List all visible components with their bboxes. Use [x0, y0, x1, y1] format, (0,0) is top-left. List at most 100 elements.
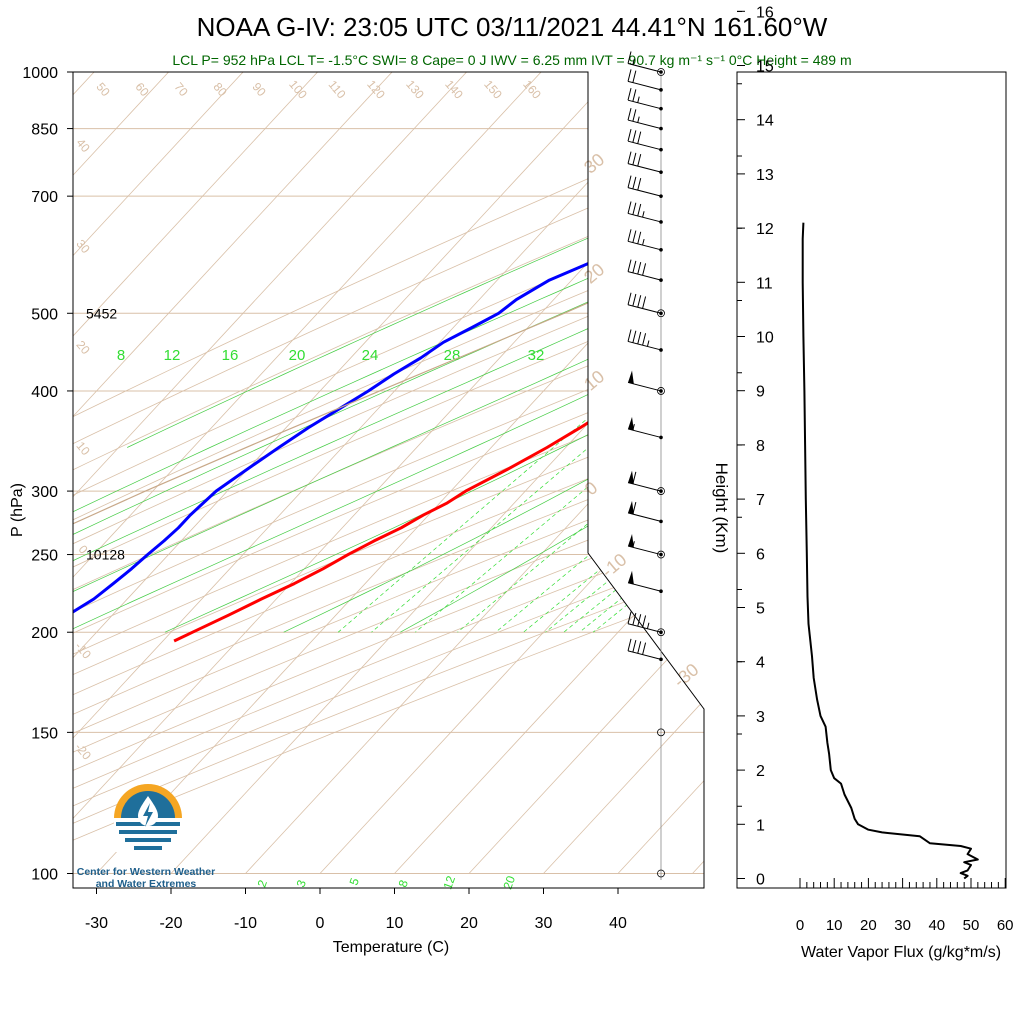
wind-barb-feather [642, 296, 647, 309]
mixing-ratio-label: 5 [347, 876, 363, 887]
isotherm-label: 50 [93, 80, 113, 99]
dry-adiabat-line [73, 72, 704, 874]
wind-barb-feather [627, 329, 632, 342]
wind-barb-flag [628, 470, 634, 485]
y-tick-label: 400 [31, 384, 58, 401]
wind-barb-feather [632, 502, 637, 515]
wind-barb-dot [659, 126, 663, 131]
dry-adiabat-line [73, 72, 704, 874]
mixing-ratio-label: 8 [396, 878, 412, 889]
wind-barb-dot [659, 348, 663, 352]
skewt-series-group [73, 72, 704, 874]
wind-barb-dot [659, 630, 663, 635]
y-tick-label: 100 [31, 867, 58, 884]
barb-level-circle [657, 869, 665, 878]
wind-barb-feather [642, 642, 647, 655]
wind-barb-feather [627, 107, 632, 121]
flux-y-tick-label: 13 [756, 167, 774, 184]
mixing-ratio-label: 16 [222, 347, 239, 364]
wind-barb-half-feather [637, 116, 640, 123]
logo-caption: Center for Western Weather and Water Ext… [66, 866, 226, 890]
flux-y-axis-label: Height (Km) [712, 463, 731, 554]
moist-adiabat-line [73, 72, 704, 600]
isotherm-label: -10 [72, 639, 94, 662]
wind-barb-half-feather [632, 58, 635, 65]
flux-x-tick-label: 30 [894, 917, 911, 934]
wind-barb-dot [659, 435, 663, 440]
logo-caption-line2: and Water Extremes [95, 878, 197, 890]
isotherm-line [245, 72, 704, 874]
flux-y-tick-label: 6 [756, 546, 765, 563]
edge-label: -10 [598, 549, 631, 581]
wind-barbs [627, 51, 665, 880]
barb-level-circle [657, 309, 665, 318]
wind-barb-feather [632, 230, 637, 243]
flux-x-tick-label: 10 [826, 917, 843, 934]
dry-adiabat-line [73, 72, 704, 874]
x-tick-label: -30 [85, 915, 108, 932]
edge-label: 0 [581, 478, 602, 500]
wind-barb-feather [632, 612, 637, 626]
barb-level-circle [657, 550, 665, 559]
wind-barb-dot [659, 147, 663, 152]
moist-adiabat-line [73, 72, 704, 633]
flux-y-tick-label: 10 [756, 330, 774, 347]
isotherm-label: 60 [132, 80, 152, 99]
edge-label: 10 [580, 366, 608, 394]
isotherm-line [96, 72, 704, 874]
moist-adiabat-line [127, 72, 704, 448]
isotherm-label: 160 [520, 77, 544, 102]
wind-barb-feather [637, 203, 642, 217]
mixing-ratio-line [545, 72, 704, 633]
x-tick-label: 0 [316, 915, 325, 932]
dry-adiabat-line [73, 72, 704, 874]
moist-adiabat-line [73, 72, 704, 633]
y-tick-label: 150 [31, 725, 58, 742]
wind-barb-feather [642, 615, 647, 628]
moist-adiabat-line [73, 72, 704, 516]
wind-barb-shaft [627, 187, 662, 197]
flux-y-tick-label: 9 [756, 384, 765, 401]
cw3e-logo [114, 784, 182, 852]
wind-barb-half-feather [642, 238, 645, 246]
wind-barb-feather [632, 293, 637, 307]
moist-adiabat-line [73, 72, 704, 555]
flux-y-tick-label: 1 [756, 817, 765, 834]
wind-barb-feather [632, 70, 637, 83]
wind-barb-feather [642, 263, 647, 276]
flux-y-tick-label: 5 [756, 601, 765, 618]
wind-barb-feather [642, 333, 647, 346]
isotherm-line [73, 72, 632, 874]
parcel-path-line [73, 88, 704, 874]
barb-level-circle [657, 68, 665, 76]
dry-adiabat-line [73, 72, 704, 874]
y-tick-label: 700 [31, 189, 58, 206]
isotherm-label: 40 [73, 136, 93, 155]
x-tick-label: 30 [535, 915, 553, 932]
wind-barb-feather [627, 611, 632, 624]
mixing-ratio-label: 20 [289, 347, 306, 364]
wind-barb-dot [659, 88, 663, 92]
y-axis-label: P (hPa) [9, 483, 26, 537]
wind-barb-dot [659, 278, 663, 282]
wind-barb-dot [659, 552, 663, 557]
x-tick-label: 20 [460, 915, 478, 932]
wind-barb-shaft [627, 650, 662, 660]
wind-barb-feather [627, 69, 632, 82]
wind-barb-feather [637, 131, 642, 144]
dry-adiabat-line [73, 72, 704, 874]
isotherm-line [394, 72, 704, 874]
wind-barb-feather [627, 229, 632, 242]
wind-barb-shaft [627, 212, 662, 223]
wind-barb-dot [659, 194, 663, 198]
mixing-ratio-line [457, 72, 704, 633]
flux-y-tick-label: 11 [756, 275, 773, 292]
wind-barb-feather [632, 639, 637, 653]
wind-barb-feather [632, 130, 637, 143]
flux-frame [736, 71, 1007, 889]
isotherm-line [73, 72, 483, 874]
wind-barb-feather [632, 330, 637, 343]
mixing-ratio-line [371, 72, 704, 633]
wind-barb-dot [659, 170, 663, 174]
